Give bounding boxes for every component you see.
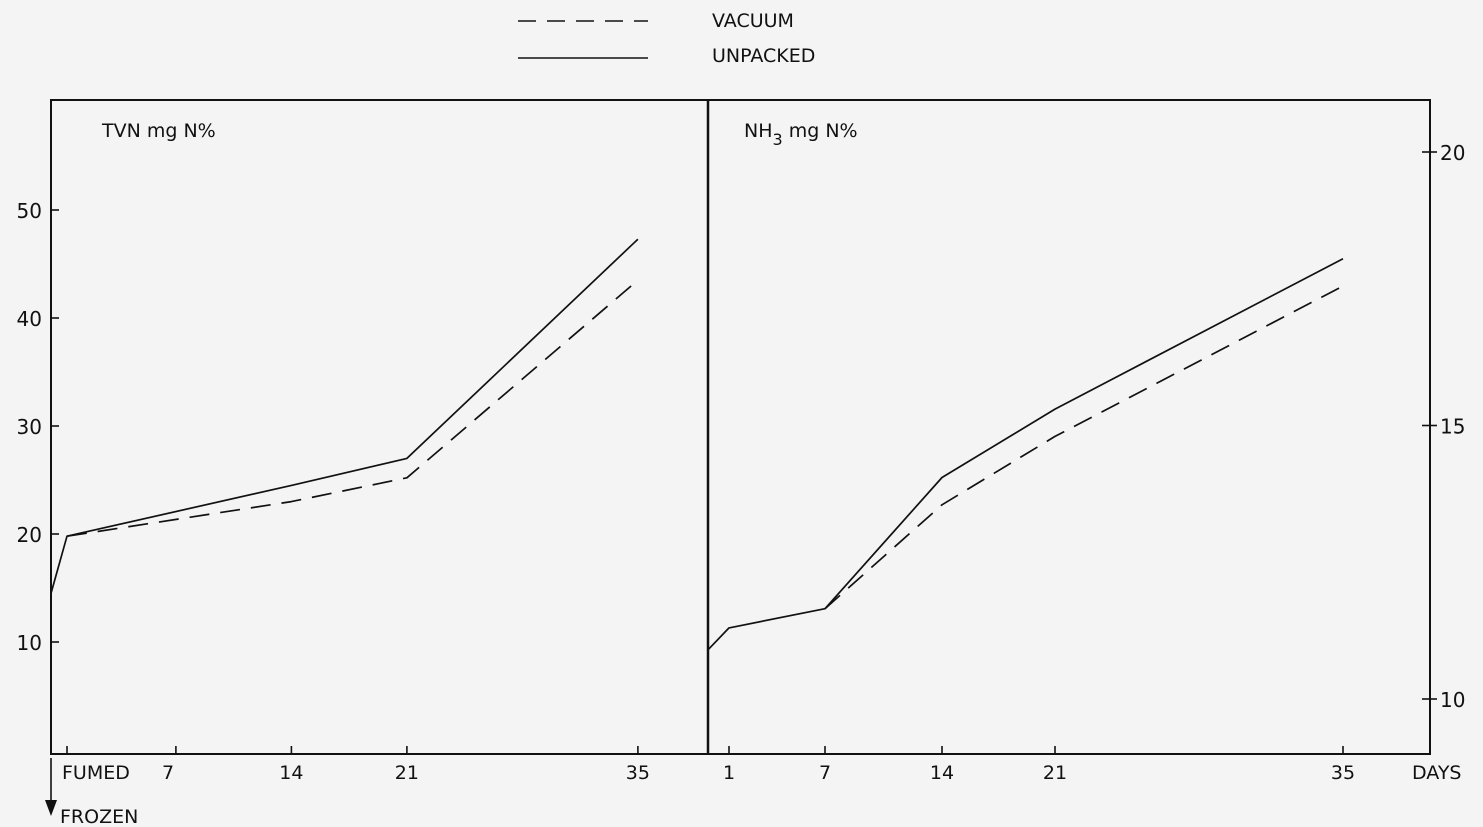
right-x-tick-label: 35 (1331, 762, 1355, 784)
left-y-tick-label: 20 (17, 523, 42, 547)
frozen-arrow-head (45, 800, 57, 816)
right-y-tick-label: 20 (1440, 141, 1465, 165)
days-axis-unit: DAYS (1412, 762, 1462, 784)
right-y-axis-ticks: 10 15 20 (1422, 141, 1465, 712)
legend-vacuum-label: VACUUM (712, 10, 794, 32)
left-x-tick-label: FUMED (62, 762, 130, 784)
tvn-panel-title: TVN mg N% (101, 120, 216, 142)
right-y-tick-label: 10 (1440, 688, 1465, 712)
left-x-tick-label: 7 (162, 762, 174, 784)
right-x-tick-label: 7 (819, 762, 831, 784)
right-x-tick-label: 14 (930, 762, 954, 784)
left-y-tick-label: 50 (17, 199, 42, 223)
nh3-title-sub: 3 (773, 130, 783, 149)
legend-unpacked-label: UNPACKED (712, 45, 815, 67)
right-x-axis-ticks: 1 7 14 21 35 (723, 746, 1355, 784)
left-y-tick-label: 10 (17, 631, 42, 655)
legend: VACUUM UNPACKED (518, 10, 815, 67)
nh3-panel-title: NH3 mg N% (744, 120, 858, 149)
left-y-tick-label: 40 (17, 307, 42, 331)
left-x-tick-label: 21 (395, 762, 419, 784)
left-x-tick-label: 14 (279, 762, 303, 784)
nh3-vacuum-line (824, 285, 1344, 610)
frozen-label: FROZEN (60, 806, 138, 827)
nh3-title-rest: mg N% (783, 120, 858, 142)
tvn-vacuum-line (66, 279, 639, 538)
tvn-series-layer (50, 238, 639, 594)
left-y-tick-label: 30 (17, 415, 42, 439)
left-x-tick-label: 35 (626, 762, 650, 784)
right-x-tick-label: 21 (1043, 762, 1067, 784)
right-y-tick-label: 15 (1440, 415, 1465, 439)
plot-frame (50, 99, 1431, 755)
nh3-unpacked-line (707, 257, 1344, 651)
frozen-annotation: FROZEN (45, 758, 138, 827)
tvn-unpacked-line (50, 238, 639, 594)
left-y-axis-ticks: 10 20 30 40 50 (17, 199, 59, 655)
nh3-series-layer (707, 257, 1344, 651)
left-x-axis-ticks: FUMED 7 14 21 35 (62, 746, 650, 784)
nh3-title-main: NH (744, 120, 773, 142)
right-x-tick-label: 1 (723, 762, 735, 784)
